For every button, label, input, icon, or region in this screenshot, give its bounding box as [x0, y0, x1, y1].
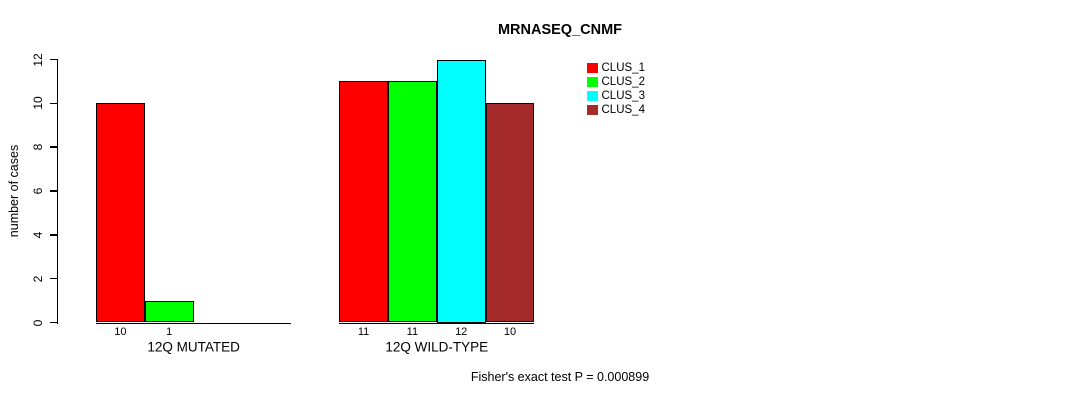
- legend-swatch-clus-1: [587, 62, 598, 74]
- legend-item: CLUS_1: [587, 61, 645, 75]
- y-axis-tick-label: 0: [31, 319, 45, 326]
- legend-swatch-clus-4: [587, 104, 598, 116]
- bar-value-label: 10: [114, 325, 127, 338]
- bar-clus-3: [436, 59, 486, 323]
- y-axis-tick: [50, 277, 58, 280]
- legend-label: CLUS_1: [601, 62, 645, 74]
- bar-value-label: 11: [406, 325, 419, 338]
- group-label: 12Q WILD-TYPE: [385, 339, 489, 354]
- y-axis-label: number of cases: [7, 144, 21, 238]
- bar-clus-1: [96, 103, 145, 323]
- legend-label: CLUS_4: [601, 104, 645, 116]
- bar-clus-2: [388, 81, 437, 323]
- bar-value-label: 1: [166, 325, 173, 338]
- group-label: 12Q MUTATED: [147, 339, 240, 354]
- x-axis-baseline: [96, 322, 292, 324]
- bar-clus-4: [485, 103, 535, 323]
- legend-label: CLUS_2: [601, 76, 645, 88]
- bar-value-label: 12: [455, 325, 468, 338]
- legend-swatch-clus-3: [587, 90, 598, 102]
- legend-item: CLUS_2: [587, 75, 645, 89]
- y-axis-tick: [50, 102, 58, 105]
- legend-item: CLUS_4: [587, 103, 645, 117]
- annotation-fisher-test: Fisher's exact test P = 0.000899: [470, 370, 650, 384]
- legend-item: CLUS_3: [587, 89, 645, 103]
- bar-value-label: 10: [503, 325, 517, 338]
- y-axis-tick-label: 4: [31, 231, 45, 239]
- y-axis-tick-label: 6: [31, 187, 45, 195]
- bar-clus-2: [144, 300, 194, 323]
- y-axis-tick-label: 10: [31, 96, 45, 111]
- chart-title: MRNASEQ_CNMF: [497, 22, 623, 38]
- y-axis-tick: [50, 321, 58, 324]
- legend-swatch-clus-2: [587, 76, 598, 88]
- legend-label: CLUS_3: [601, 90, 645, 102]
- y-axis-tick-label: 2: [31, 275, 45, 282]
- y-axis-tick-label: 12: [31, 52, 45, 67]
- y-axis-tick: [50, 234, 58, 236]
- x-axis-baseline: [339, 322, 535, 324]
- y-axis-tick-label: 8: [31, 143, 45, 151]
- y-axis-tick: [50, 58, 58, 61]
- bar-value-label: 11: [357, 325, 370, 338]
- y-axis-tick: [50, 190, 58, 192]
- y-axis-tick: [50, 146, 58, 148]
- bar-clus-1: [339, 81, 388, 323]
